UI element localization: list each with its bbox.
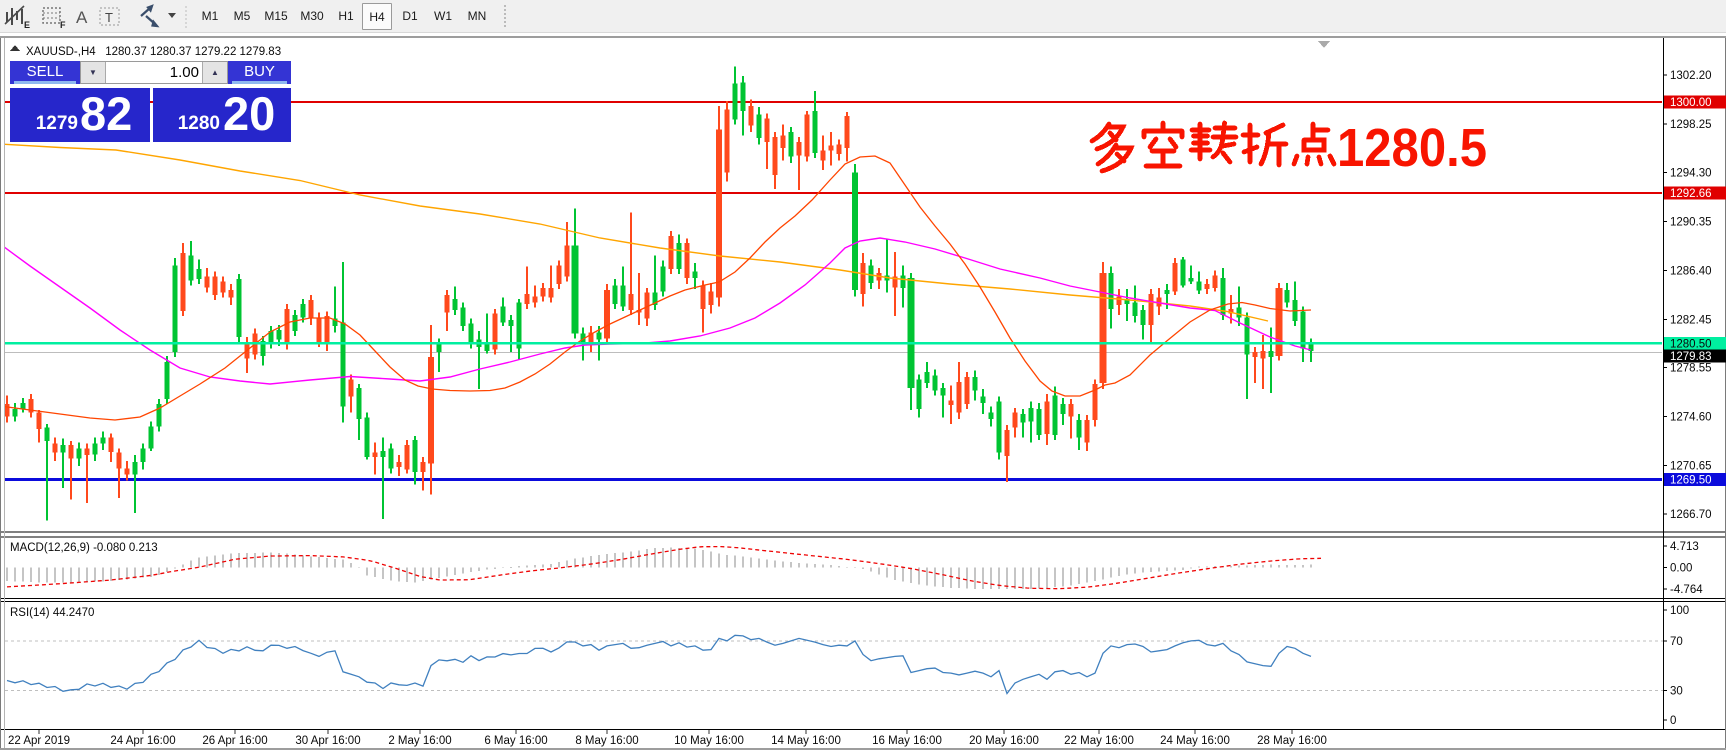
svg-text:1280.50: 1280.50 [1670, 338, 1712, 350]
svg-text:1292.66: 1292.66 [1670, 188, 1712, 200]
svg-text:E: E [24, 20, 30, 30]
svg-text:70: 70 [1670, 636, 1683, 648]
svg-text:1286.40: 1286.40 [1670, 265, 1712, 277]
svg-text:RSI(14) 44.2470: RSI(14) 44.2470 [10, 607, 94, 619]
svg-text:1274.60: 1274.60 [1670, 411, 1712, 423]
svg-text:24 Apr 16:00: 24 Apr 16:00 [110, 735, 175, 747]
svg-text:1278.55: 1278.55 [1670, 363, 1712, 375]
svg-text:1279.83: 1279.83 [1670, 351, 1712, 363]
svg-text:6 May 16:00: 6 May 16:00 [484, 735, 547, 747]
svg-text:F: F [60, 20, 66, 30]
svg-text:4.713: 4.713 [1670, 541, 1699, 553]
svg-text:1290.35: 1290.35 [1670, 217, 1712, 229]
svg-text:1280.5: 1280.5 [1337, 118, 1487, 178]
svg-text:1302.20: 1302.20 [1670, 70, 1712, 82]
svg-text:8 May 16:00: 8 May 16:00 [575, 735, 638, 747]
svg-text:26 Apr 16:00: 26 Apr 16:00 [202, 735, 267, 747]
svg-text:A: A [76, 8, 88, 27]
svg-text:1266.70: 1266.70 [1670, 509, 1712, 521]
svg-text:10 May 16:00: 10 May 16:00 [674, 735, 744, 747]
svg-text:0: 0 [1670, 715, 1676, 727]
svg-text:20 May 16:00: 20 May 16:00 [969, 735, 1039, 747]
svg-text:30: 30 [1670, 686, 1683, 698]
svg-text:1269.50: 1269.50 [1670, 475, 1712, 487]
svg-text:1300.00: 1300.00 [1670, 97, 1712, 109]
svg-text:28 May 16:00: 28 May 16:00 [1257, 735, 1327, 747]
svg-text:30 Apr 16:00: 30 Apr 16:00 [295, 735, 360, 747]
svg-text:16 May 16:00: 16 May 16:00 [872, 735, 942, 747]
svg-text:24 May 16:00: 24 May 16:00 [1160, 735, 1230, 747]
svg-text:22 Apr 2019: 22 Apr 2019 [8, 735, 70, 747]
svg-text:22 May 16:00: 22 May 16:00 [1064, 735, 1134, 747]
svg-text:0.00: 0.00 [1670, 562, 1692, 574]
svg-text:1298.25: 1298.25 [1670, 119, 1712, 131]
svg-text:T: T [105, 10, 113, 25]
svg-text:1282.45: 1282.45 [1670, 314, 1712, 326]
svg-text:1294.30: 1294.30 [1670, 168, 1712, 180]
svg-text:-4.764: -4.764 [1670, 584, 1703, 596]
svg-text:XAUUSD-,H4 1280.37 1280.37 1: XAUUSD-,H4 1280.37 1280.37 1279.22 1279.… [26, 46, 281, 58]
svg-text:2 May 16:00: 2 May 16:00 [388, 735, 451, 747]
svg-text:14 May 16:00: 14 May 16:00 [771, 735, 841, 747]
svg-text:MACD(12,26,9) -0.080 0.213: MACD(12,26,9) -0.080 0.213 [10, 542, 158, 554]
svg-text:100: 100 [1670, 605, 1689, 617]
svg-text:1270.65: 1270.65 [1670, 460, 1712, 472]
